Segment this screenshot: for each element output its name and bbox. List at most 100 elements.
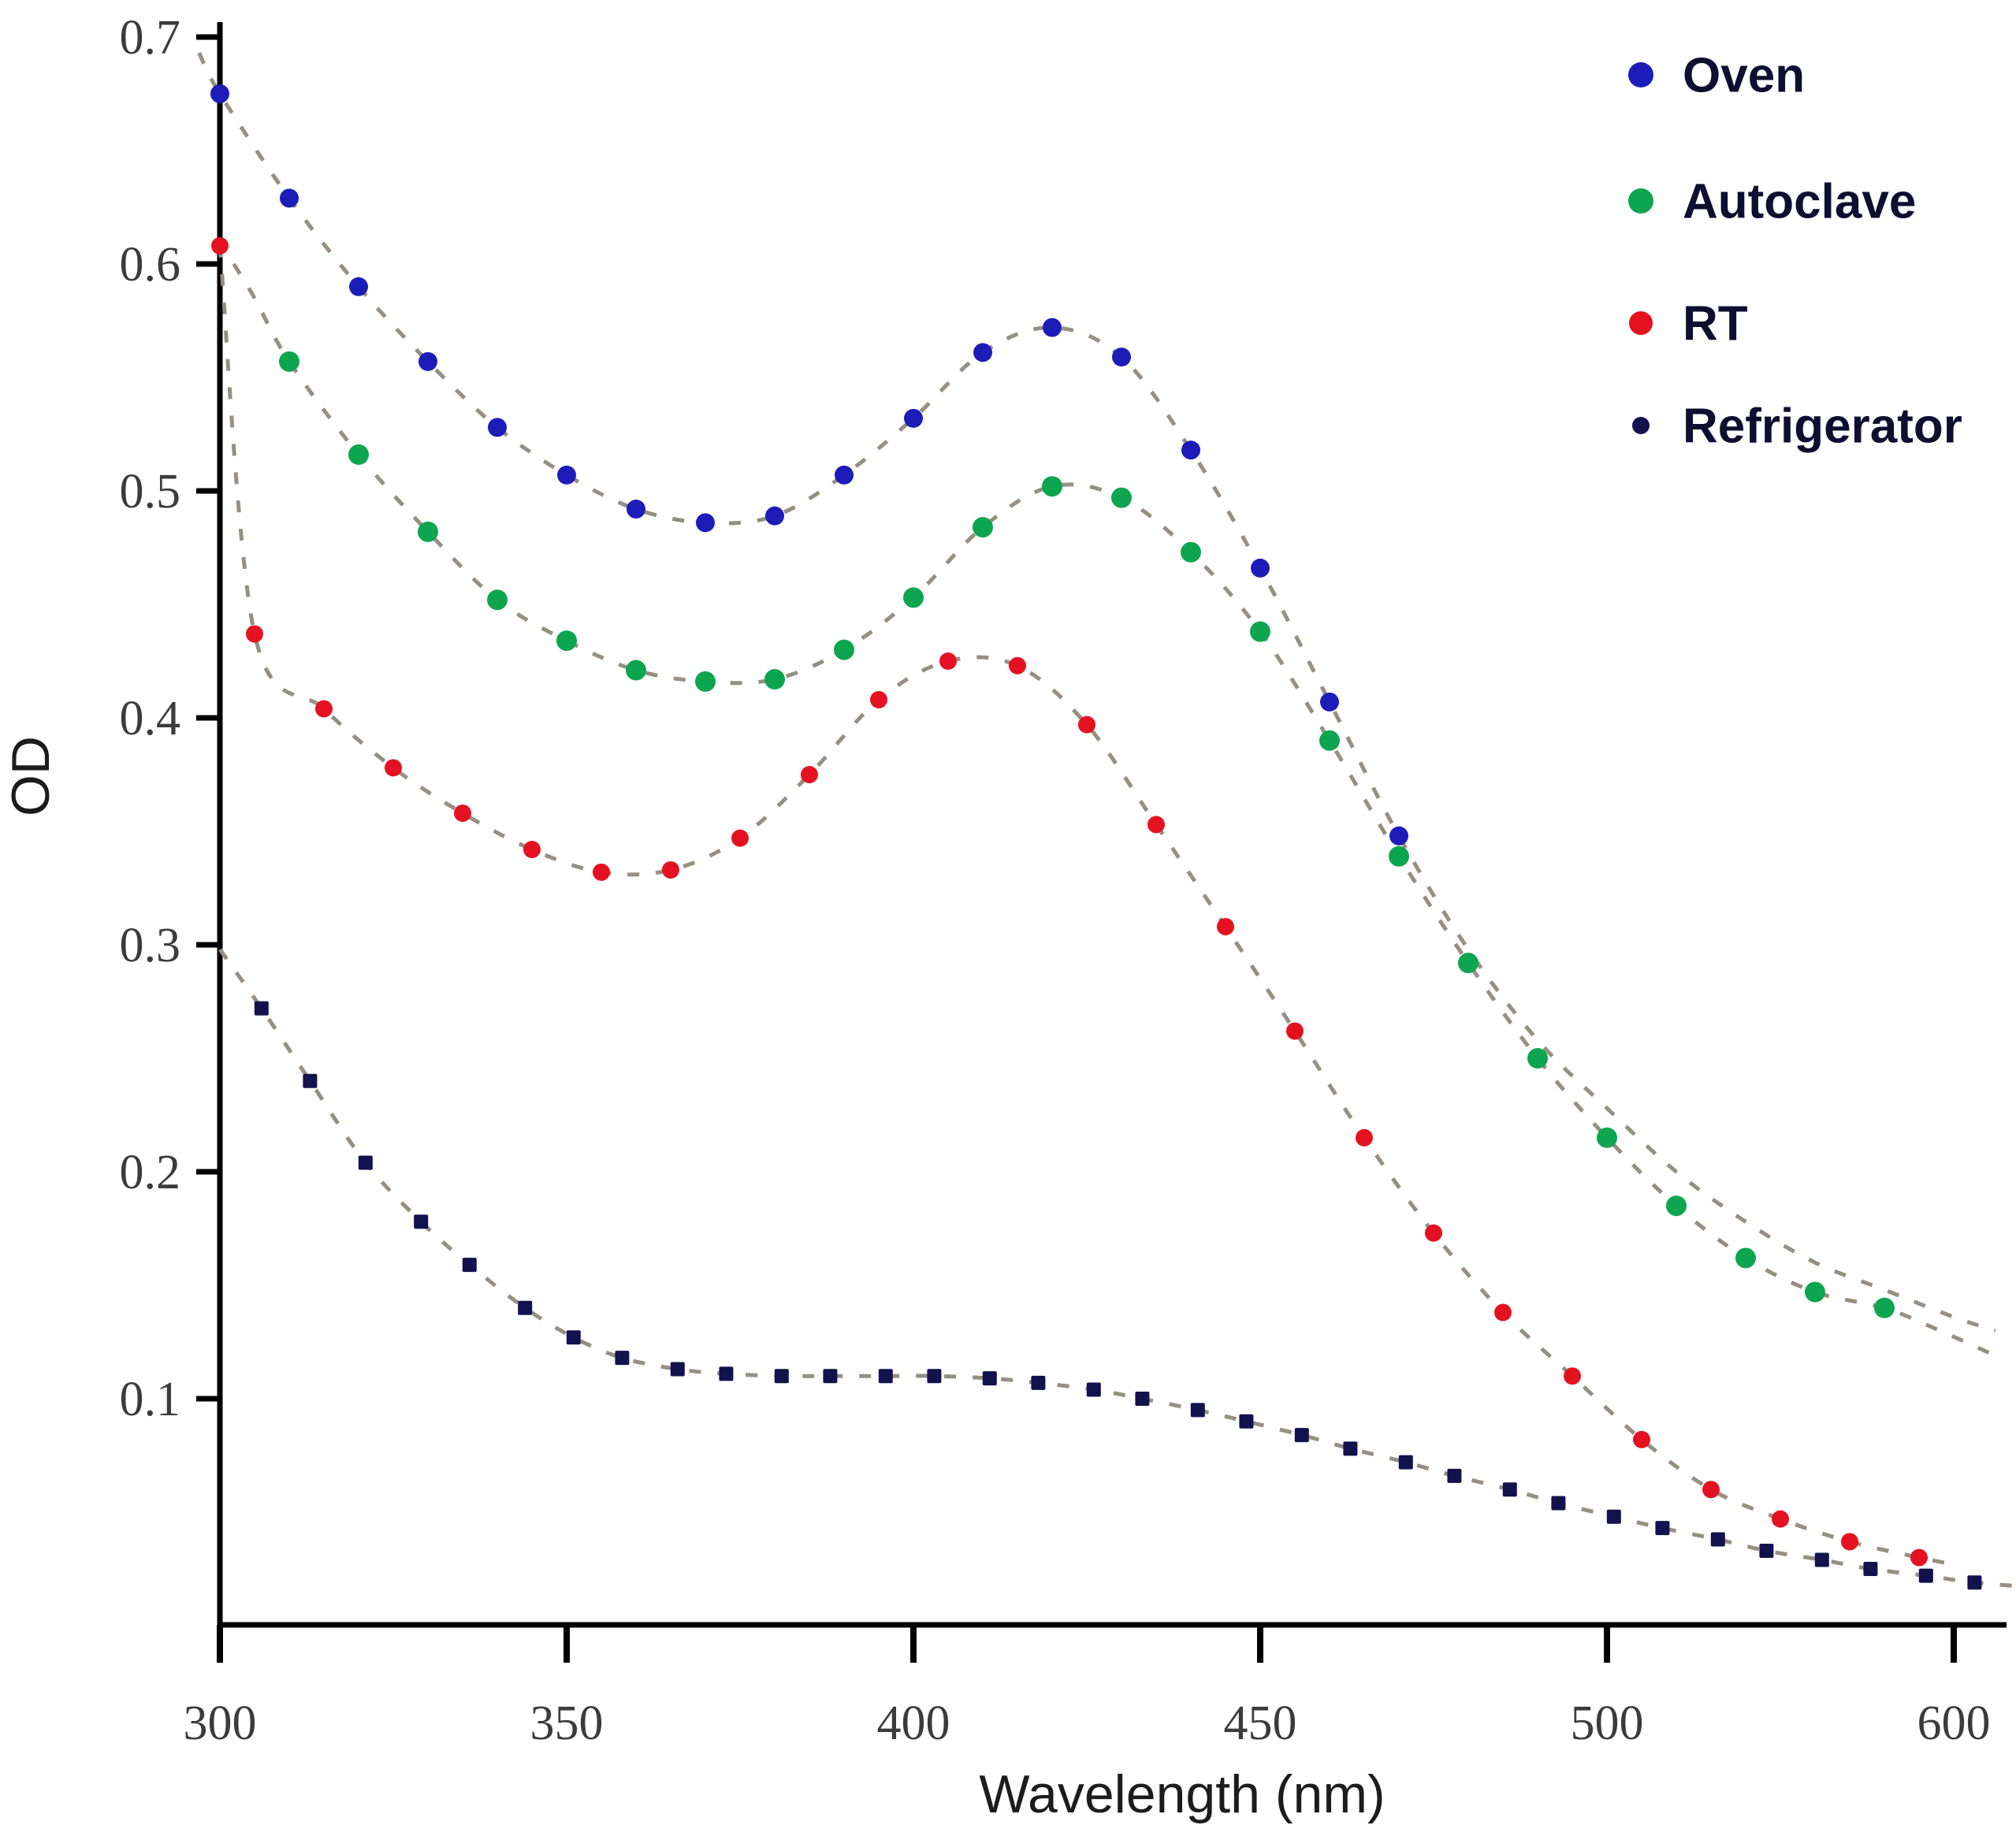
data-point-marker	[1111, 487, 1132, 508]
y-axis-title: OD	[1, 736, 61, 816]
data-point-marker	[1031, 1375, 1046, 1390]
legend-label: RT	[1683, 297, 1748, 351]
data-point-marker	[1735, 1247, 1756, 1269]
data-point-marker	[774, 1369, 789, 1384]
data-point-marker	[1874, 1297, 1895, 1318]
data-point-marker	[315, 700, 333, 718]
data-point-marker	[1666, 1195, 1687, 1217]
data-point-marker	[1078, 716, 1095, 734]
legend-marker-oven	[1628, 62, 1653, 87]
data-point-marker	[982, 1371, 997, 1386]
x-tick-label: 400	[877, 1697, 950, 1750]
y-tick-label: 0.7	[120, 11, 181, 65]
axes: 0.1 0.2 0.3 0.4 0.5 0.6 0.7 300 350 400 450 500 600 W…	[1, 11, 2007, 1824]
data-point-marker	[939, 652, 957, 670]
data-point-marker	[1597, 1127, 1617, 1148]
data-point-marker	[1398, 1455, 1413, 1470]
data-point-marker	[835, 465, 854, 485]
data-point-marker	[279, 351, 299, 372]
data-point-marker	[834, 639, 854, 660]
data-point-marker	[695, 671, 716, 692]
data-point-marker	[1181, 440, 1200, 460]
data-point-marker	[523, 841, 541, 859]
y-tick-label: 0.1	[120, 1373, 181, 1426]
data-point-marker	[927, 1369, 942, 1384]
data-point-marker	[488, 418, 507, 437]
data-point-marker	[696, 513, 715, 533]
legend-item-rt: RT	[1629, 297, 1748, 351]
y-tick-label: 0.6	[120, 238, 181, 292]
data-point-marker	[557, 465, 576, 485]
data-point-marker	[1217, 917, 1234, 935]
data-point-marker	[823, 1369, 838, 1384]
data-point-marker	[1702, 1481, 1720, 1499]
legend-label: Autoclave	[1683, 175, 1916, 229]
data-point-marker	[1190, 1403, 1205, 1418]
data-point-marker	[1389, 846, 1409, 867]
axis-lines	[217, 22, 2007, 1628]
trendline-refrigerator	[218, 948, 2016, 1589]
data-point-marker	[1551, 1496, 1566, 1511]
data-point-marker	[1356, 1128, 1373, 1147]
data-point-marker	[1389, 826, 1408, 846]
data-point-marker	[518, 1300, 533, 1315]
data-point-marker	[1343, 1441, 1358, 1456]
data-point-marker	[303, 1073, 318, 1088]
data-point-marker	[1042, 476, 1062, 497]
data-point-marker	[1655, 1521, 1670, 1536]
data-point-marker	[1009, 656, 1026, 675]
data-point-marker	[1772, 1510, 1789, 1528]
data-point-marker	[1606, 1509, 1621, 1524]
data-point-marker	[1633, 1430, 1650, 1448]
data-point-marker	[764, 669, 785, 690]
data-point-marker	[1494, 1303, 1512, 1321]
data-point-marker	[1251, 558, 1270, 578]
data-point-marker	[903, 587, 924, 608]
data-point-marker	[731, 829, 749, 847]
data-point-marker	[662, 861, 679, 879]
data-point-marker	[973, 517, 993, 538]
data-point-marker	[1967, 1575, 1982, 1590]
data-point-marker	[1135, 1392, 1150, 1406]
y-tick-label: 0.4	[120, 692, 181, 745]
data-point-marker	[211, 236, 229, 255]
data-point-marker	[1814, 1552, 1829, 1567]
data-point-marker	[870, 690, 887, 708]
data-point-marker	[973, 343, 992, 362]
data-point-marker	[1564, 1367, 1581, 1385]
legend-label: Refrigerator	[1683, 400, 1962, 454]
data-point-marker	[566, 1330, 581, 1345]
data-point-marker	[765, 506, 784, 526]
data-point-marker	[1112, 348, 1131, 367]
data-point-marker	[1286, 1022, 1304, 1040]
data-point-marker	[626, 660, 646, 681]
data-point-marker	[801, 766, 818, 783]
data-point-marker	[462, 1258, 477, 1273]
legend-item-refrigerator: Refrigerator	[1632, 400, 1962, 454]
data-point-marker	[1086, 1382, 1101, 1397]
legend-item-autoclave: Autoclave	[1628, 175, 1916, 229]
legend-item-oven: Oven	[1628, 49, 1805, 103]
x-tick-label: 500	[1571, 1697, 1644, 1750]
data-point-marker	[454, 804, 471, 822]
data-point-marker	[878, 1369, 893, 1384]
data-point-marker	[246, 625, 263, 643]
data-point-marker	[1759, 1543, 1774, 1558]
data-point-marker	[349, 277, 368, 296]
data-point-marker	[615, 1351, 630, 1366]
data-point-marker	[254, 1001, 269, 1016]
data-point-marker	[1147, 816, 1165, 834]
data-point-marker	[358, 1155, 373, 1170]
legend-marker-rt	[1629, 311, 1653, 335]
series-rt	[211, 236, 1955, 1567]
y-tick-label: 0.5	[120, 465, 181, 519]
data-point-marker	[418, 521, 438, 542]
data-point-marker	[487, 589, 508, 611]
data-point-marker	[348, 444, 369, 465]
data-point-marker	[1918, 1568, 1933, 1583]
data-point-marker	[1043, 318, 1062, 337]
data-point-marker	[1527, 1048, 1548, 1069]
x-tick-label: 450	[1224, 1697, 1297, 1750]
